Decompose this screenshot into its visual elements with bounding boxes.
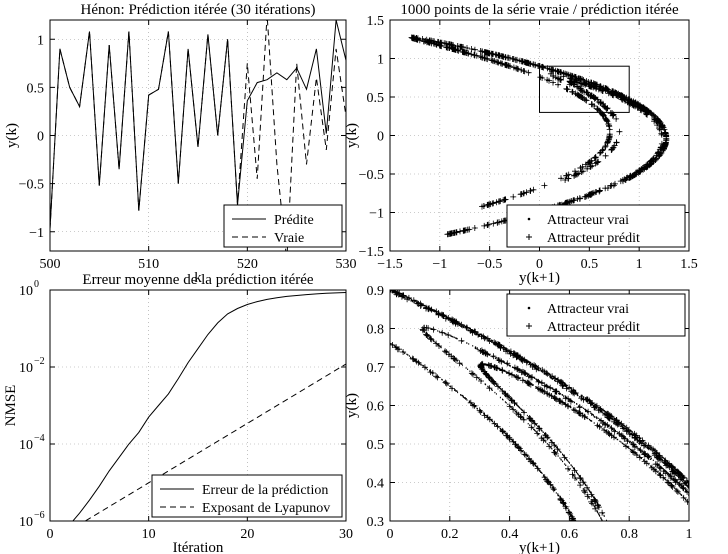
- x-tick-label: 10: [142, 527, 156, 542]
- y-tick-label: 0: [377, 130, 384, 145]
- chart-title: Hénon: Prédiction itérée (30 itérations): [81, 2, 316, 18]
- legend-box: [506, 204, 686, 248]
- chart-p2: −1.5 −1 −0.5 0 0.5 1 1.5 −1.5 −1 −0.5 0 0.5 1 1.5 1000…: [344, 2, 698, 286]
- x-tick-label: 0: [47, 527, 54, 542]
- x-tick-label: 20: [240, 527, 254, 542]
- x-tick-label: 0.8: [620, 527, 638, 542]
- series-line-1: [84, 363, 346, 521]
- x-tick-label: −1: [432, 257, 447, 272]
- y-tick-label: −0.5: [359, 168, 384, 183]
- y-tick-label: 0.5: [367, 438, 385, 453]
- legend-label: Vraie: [274, 231, 304, 246]
- x-tick-label: 0.2: [441, 527, 459, 542]
- data-p3: [72, 292, 346, 521]
- series-points-1: [390, 290, 689, 521]
- y-tick-label: −1: [369, 207, 384, 222]
- y-tick-exponent: −2: [34, 356, 45, 367]
- y-tick-label: −1: [29, 226, 44, 241]
- y-tick-label: 1: [37, 33, 44, 48]
- x-tick-label: 0: [536, 257, 543, 272]
- x-tick-label: 520: [237, 257, 258, 272]
- y-tick-label: 0.4: [367, 477, 385, 492]
- y-tick-label: 0.5: [367, 91, 385, 106]
- x-tick-label: 30: [339, 527, 353, 542]
- y-tick-label: 0.7: [367, 361, 385, 376]
- x-tick-label: −1.5: [377, 257, 402, 272]
- x-tick-label: 0.6: [561, 527, 579, 542]
- y-tick-exponent: −4: [34, 433, 45, 444]
- axes-frame: [49, 289, 347, 522]
- x-tick-label: −0.5: [477, 257, 502, 272]
- x-tick-label: 0.4: [501, 527, 519, 542]
- data-p4: [390, 290, 689, 521]
- y-tick-label: 10: [19, 438, 33, 453]
- legend-box: [506, 293, 686, 337]
- x-tick-label: 510: [138, 257, 159, 272]
- chart-title: Erreur moyenne de la prédiction itérée: [82, 272, 313, 288]
- y-tick-label: 0.3: [367, 515, 385, 530]
- legend: Attracteur vrai Attracteur prédit: [506, 204, 686, 248]
- chart-p1: 500 510 520 530 −1 −0.5 0 0.5 1 Hénon: Prédiction…: [4, 2, 357, 286]
- legend: Attracteur vrai Attracteur prédit: [506, 293, 686, 337]
- legend-box: [151, 474, 343, 518]
- zoom-box: [539, 65, 630, 113]
- x-axis-label: y(k+1): [519, 270, 560, 286]
- chart-p4: 0 0.2 0.4 0.6 0.8 1 0.3 0.4 0.5 0.6 0.7 0.8 0.9 y(k+1…: [344, 284, 693, 554]
- data-p1: [50, 20, 346, 251]
- x-tick-label: 0: [387, 527, 394, 542]
- y-tick-label: 1: [377, 53, 384, 68]
- y-tick-label: 0.8: [367, 323, 385, 338]
- data-p2: [408, 34, 670, 238]
- y-tick-label: 10: [19, 515, 33, 530]
- legend-label: Attracteur prédit: [547, 231, 640, 246]
- x-tick-label: 1: [636, 257, 643, 272]
- x-tick-label: 1: [686, 527, 693, 542]
- x-tick-label: 1.5: [680, 257, 698, 272]
- y-tick-label: 0.5: [27, 81, 45, 96]
- y-tick-label: 10: [19, 284, 33, 299]
- chart-title: 1000 points de la série vraie / prédicti…: [400, 2, 679, 18]
- y-tick-label: −0.5: [19, 178, 44, 193]
- y-axis-label: NMSE: [3, 385, 19, 427]
- legend-label: Attracteur prédit: [547, 320, 640, 335]
- series-line-0: [72, 292, 346, 521]
- x-axis-label: k: [194, 270, 202, 286]
- y-axis-label: y(k): [4, 123, 20, 148]
- legend-marker-0: [527, 217, 531, 221]
- x-axis-label: Itération: [173, 540, 224, 554]
- y-tick-label: 0.6: [367, 400, 385, 415]
- series-points-1: [408, 34, 670, 238]
- grid-p4: [390, 290, 689, 521]
- y-tick-exponent: −6: [34, 510, 45, 521]
- y-axis-label: y(k): [344, 123, 360, 148]
- x-tick-label: 500: [40, 257, 61, 272]
- x-axis-label: y(k+1): [519, 540, 560, 554]
- legend-label: Prédite: [274, 213, 314, 228]
- legend-marker-1: [526, 323, 532, 329]
- y-axis-label: y(k): [344, 393, 360, 418]
- legend-box: [223, 204, 343, 248]
- legend-label: Attracteur vrai: [547, 302, 629, 317]
- legend-label: Attracteur vrai: [547, 213, 629, 228]
- y-tick-label: 0.9: [367, 284, 385, 299]
- legend-label: Erreur de la prédiction: [202, 483, 328, 498]
- legend-marker-0: [527, 306, 531, 310]
- legend-marker-1: [526, 234, 532, 240]
- legend: Erreur de la prédiction Exposant de Lyapu…: [151, 474, 343, 518]
- x-tick-label: 530: [336, 257, 357, 272]
- y-tick-label: 1.5: [367, 14, 385, 29]
- series-line-0: [50, 20, 346, 229]
- y-tick-exponent: 0: [34, 279, 39, 290]
- y-tick-label: −1.5: [359, 245, 384, 260]
- y-tick-label: 10: [19, 361, 33, 376]
- x-tick-label: 0.5: [581, 257, 599, 272]
- legend: Prédite Vraie: [223, 204, 343, 248]
- series-line-1: [50, 20, 346, 251]
- y-tick-label: 0: [37, 130, 44, 145]
- legend-label: Exposant de Lyapunov: [202, 501, 330, 516]
